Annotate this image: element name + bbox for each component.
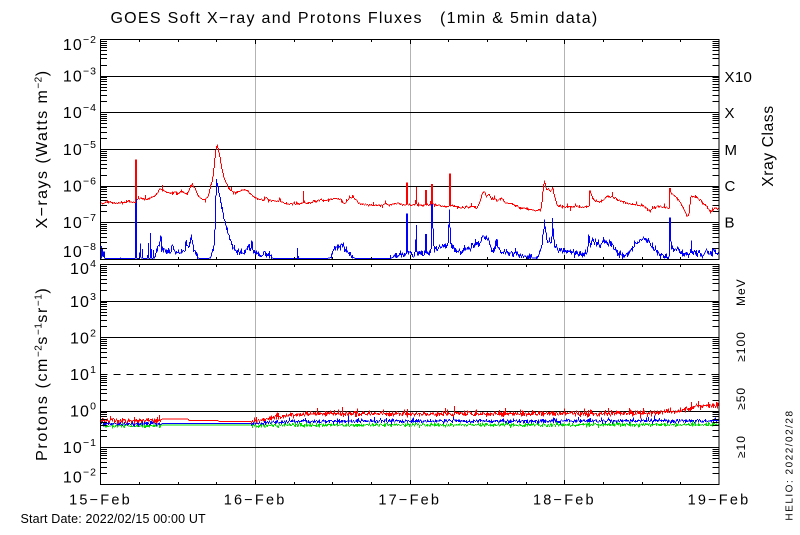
svg-text:HELIO: 2022/02/28: HELIO: 2022/02/28 xyxy=(785,409,796,520)
svg-text:101: 101 xyxy=(70,364,97,384)
svg-text:X10: X10 xyxy=(725,69,753,86)
svg-text:C: C xyxy=(725,178,736,195)
svg-text:X−rays (Watts m−2): X−rays (Watts m−2) xyxy=(34,69,52,228)
svg-text:102: 102 xyxy=(70,328,97,348)
svg-text:GOES Soft X−ray and Protons Fl: GOES Soft X−ray and Protons Fluxes (1min… xyxy=(110,10,598,27)
svg-text:Start Date: 2022/02/15 00:00 U: Start Date: 2022/02/15 00:00 UT xyxy=(21,512,207,526)
svg-text:17−Feb: 17−Feb xyxy=(378,493,441,509)
svg-text:B: B xyxy=(725,214,735,231)
svg-text:M: M xyxy=(725,142,738,159)
svg-text:18−Feb: 18−Feb xyxy=(533,493,596,509)
svg-text:≥100: ≥100 xyxy=(734,331,748,362)
svg-text:≥10: ≥10 xyxy=(734,435,748,458)
svg-text:Xray Class: Xray Class xyxy=(760,105,777,186)
svg-text:15−Feb: 15−Feb xyxy=(69,493,132,509)
svg-text:Protons (cm−2s−1sr−1): Protons (cm−2s−1sr−1) xyxy=(34,287,52,461)
svg-text:104: 104 xyxy=(70,258,97,278)
svg-text:16−Feb: 16−Feb xyxy=(224,493,287,509)
svg-text:MeV: MeV xyxy=(734,278,748,306)
svg-text:≥50: ≥50 xyxy=(734,387,748,410)
svg-text:X: X xyxy=(725,105,735,122)
svg-text:100: 100 xyxy=(70,401,97,421)
svg-text:19−Feb: 19−Feb xyxy=(688,493,751,509)
svg-text:103: 103 xyxy=(70,291,97,311)
